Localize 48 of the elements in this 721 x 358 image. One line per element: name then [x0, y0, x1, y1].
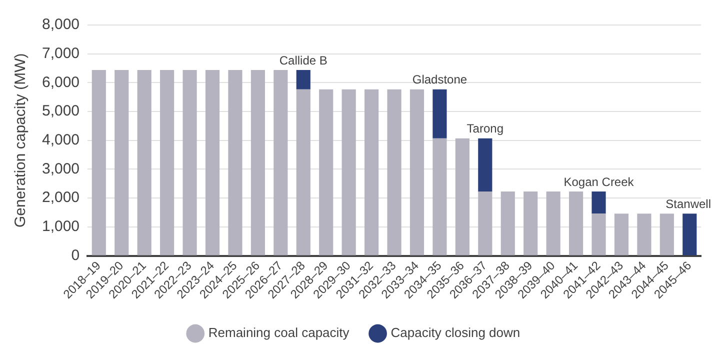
bar: [637, 214, 652, 256]
bar: [160, 70, 174, 256]
bar: [274, 70, 288, 256]
bar: [432, 138, 447, 256]
y-tick-label: 0: [71, 246, 80, 264]
bar: [137, 70, 152, 256]
bar: [478, 138, 492, 192]
y-tick-label: 5,000: [42, 102, 80, 120]
bar: [524, 191, 538, 256]
bar: [364, 89, 379, 256]
bar: [478, 191, 492, 256]
y-tick-label: 2,000: [42, 189, 80, 206]
bar: [410, 89, 424, 256]
bar: [296, 89, 310, 256]
bar: [592, 214, 606, 256]
legend-label: Capacity closing down: [390, 325, 520, 340]
bar: [455, 138, 470, 256]
y-axis-title: Generation capacity (MW): [12, 53, 30, 228]
y-tick-label: 6,000: [42, 74, 80, 91]
y-tick-label: 3,000: [42, 160, 80, 178]
bar: [500, 191, 515, 256]
annotation: Callide B: [279, 53, 328, 68]
bar: [205, 70, 220, 256]
annotation: Tarong: [466, 122, 504, 136]
bar: [660, 214, 674, 256]
bar: [387, 89, 402, 256]
bar: [319, 89, 334, 256]
bar: [250, 70, 265, 256]
bar: [432, 89, 447, 138]
annotation: Stanwell: [666, 196, 711, 211]
bar: [114, 70, 129, 256]
y-tick-label: 8,000: [42, 16, 80, 34]
annotation: Gladstone: [412, 72, 468, 87]
y-tick-label: 4,000: [42, 132, 80, 149]
bar: [92, 70, 106, 256]
legend-label: Remaining coal capacity: [208, 325, 350, 340]
bar: [228, 70, 242, 256]
bar: [296, 70, 310, 90]
bar: [342, 89, 356, 256]
bar: [614, 214, 629, 256]
bar: [182, 70, 197, 256]
y-tick-label: 1,000: [42, 218, 80, 236]
bar: [568, 191, 584, 256]
annotation: Kogan Creek: [564, 174, 635, 189]
y-tick-label: 7,000: [42, 44, 80, 62]
bar: [546, 191, 560, 256]
bar: [592, 191, 606, 214]
bar: [682, 214, 697, 256]
